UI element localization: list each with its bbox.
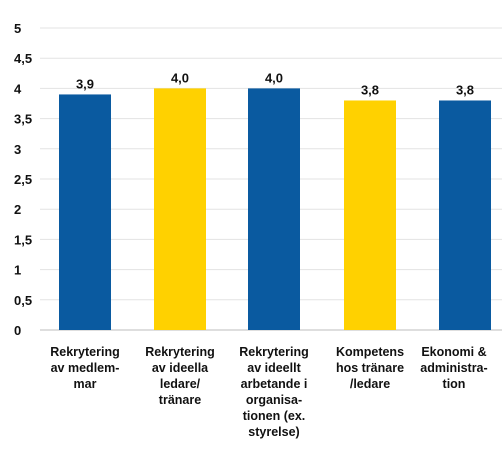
bar	[344, 100, 396, 330]
x-category-label: Rekrytering av ideellt arbetande i organ…	[239, 345, 309, 439]
bar	[248, 88, 300, 331]
data-label: 4,0	[171, 70, 189, 85]
y-tick-label: 0,5	[14, 293, 32, 308]
bar	[59, 94, 111, 330]
y-tick-label: 1	[14, 263, 21, 278]
data-label: 4,0	[265, 70, 283, 85]
y-tick-label: 1,5	[14, 232, 32, 247]
y-tick-label: 4	[14, 81, 22, 96]
y-tick-label: 5	[14, 21, 21, 36]
y-tick-label: 2	[14, 202, 21, 217]
x-category-label: Rekrytering av medlem- mar	[50, 345, 120, 391]
y-tick-label: 0	[14, 323, 21, 338]
data-label: 3,9	[76, 76, 94, 91]
y-tick-label: 4,5	[14, 51, 32, 66]
x-category-label: Ekonomi & administra- tion	[420, 345, 488, 391]
bar	[154, 88, 206, 331]
data-label: 3,8	[361, 82, 379, 97]
x-category-label: Kompetens hos tränare /ledare	[335, 345, 405, 391]
bar	[439, 100, 491, 330]
data-label: 3,8	[456, 82, 474, 97]
x-category-label: Rekrytering av ideella ledare/ tränare	[145, 345, 215, 407]
y-tick-label: 2,5	[14, 172, 32, 187]
y-tick-label: 3,5	[14, 112, 32, 127]
y-tick-label: 3	[14, 142, 21, 157]
